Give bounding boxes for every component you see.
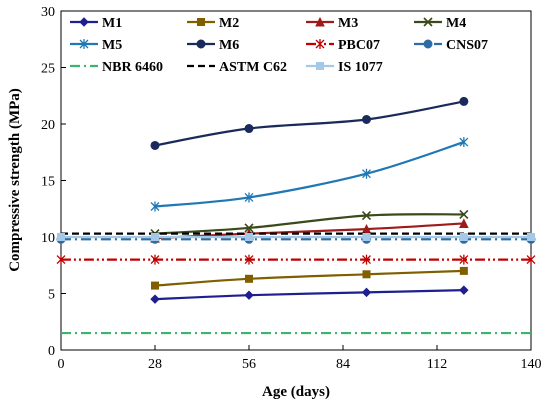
data-point-pbc07	[244, 254, 254, 265]
legend-label-cns07: CNS07	[446, 38, 488, 53]
data-point-is-1077	[245, 233, 253, 241]
data-point-m2	[151, 281, 159, 290]
data-point-pbc07	[526, 254, 536, 265]
legend-item-cns07: CNS07	[414, 38, 488, 53]
legend-label-m6: M6	[219, 38, 239, 53]
legend-item-astm-c62: ASTM C62	[187, 60, 287, 75]
x-tick-label: 28	[148, 357, 162, 372]
legend-label-m5: M5	[102, 38, 122, 53]
legend-item-m1: M1	[70, 16, 122, 31]
series-line-m1	[154, 289, 464, 301]
series-m5	[150, 137, 469, 212]
data-point-m1	[459, 285, 469, 295]
data-point-m4	[361, 210, 372, 221]
data-point-pbc07	[459, 254, 469, 265]
legend: M1 M2 M3 M4 M5 M6 PBC07 CNS07 NBR 6460 ASTM C62 IS…	[70, 16, 488, 75]
data-point-is-1077	[459, 233, 468, 241]
series-m1	[150, 285, 469, 304]
y-tick-label: 5	[48, 288, 55, 303]
data-point-is-1077	[151, 233, 159, 241]
legend-item-m6: M6	[187, 38, 239, 53]
series-line-m2	[154, 269, 464, 287]
legend-item-nbr-6460: NBR 6460	[70, 60, 163, 75]
series-m2	[151, 266, 468, 290]
legend-label-is-1077: IS 1077	[338, 60, 383, 75]
legend-marker-pbc07	[315, 39, 325, 49]
legend-marker-m2	[197, 18, 205, 26]
x-axis: 0 28 56 84 112 140	[58, 345, 542, 372]
legend-marker-m4	[423, 17, 433, 27]
legend-item-m3: M3	[306, 16, 358, 31]
y-tick-label: 15	[41, 175, 55, 190]
data-point-m2	[459, 266, 468, 275]
data-point-m4	[244, 223, 254, 233]
data-point-m1	[244, 290, 254, 300]
legend-label-m3: M3	[338, 16, 358, 31]
legend-label-m4: M4	[446, 16, 466, 31]
data-point-m5	[244, 192, 254, 203]
series-layer	[56, 96, 536, 335]
series-pbc07	[56, 254, 536, 265]
y-tick-label: 25	[41, 62, 55, 77]
data-point-m5	[459, 137, 469, 148]
legend-marker-m6	[196, 39, 206, 49]
legend-item-m5: M5	[70, 38, 122, 53]
legend-item-pbc07: PBC07	[306, 38, 380, 53]
x-axis-title: Age (days)	[262, 384, 330, 400]
data-point-m5	[150, 201, 160, 212]
legend-item-m4: M4	[414, 16, 466, 31]
legend-label-astm-c62: ASTM C62	[219, 60, 287, 75]
legend-item-is-1077: IS 1077	[306, 60, 383, 75]
legend-label-m2: M2	[219, 16, 239, 31]
series-line-m4	[154, 213, 464, 235]
data-point-pbc07	[56, 254, 66, 265]
x-tick-label: 0	[58, 357, 65, 372]
data-point-m1	[150, 294, 160, 304]
y-axis-title: Compressive strength (MPa)	[7, 88, 23, 272]
data-point-pbc07	[150, 254, 160, 265]
data-point-m2	[362, 270, 371, 279]
x-tick-label: 84	[336, 357, 350, 372]
legend-marker-m5	[79, 39, 89, 49]
data-point-pbc07	[362, 254, 371, 265]
data-point-m6	[150, 140, 160, 150]
legend-marker-is-1077	[316, 62, 324, 70]
legend-label-nbr-6460: NBR 6460	[102, 60, 163, 75]
legend-item-m2: M2	[187, 16, 239, 31]
y-axis: 0 5 10 15 20 25 30	[41, 5, 66, 359]
legend-marker-m1	[79, 17, 89, 27]
legend-label-m1: M1	[102, 16, 122, 31]
data-point-m6	[244, 124, 254, 134]
legend-label-pbc07: PBC07	[338, 38, 380, 53]
data-point-is-1077	[57, 233, 65, 241]
data-point-m5	[362, 168, 371, 179]
data-point-m3	[459, 218, 469, 228]
data-point-m4	[459, 209, 469, 219]
series-line-m5	[154, 141, 465, 208]
legend-marker-cns07	[423, 39, 433, 49]
data-point-m2	[245, 274, 253, 283]
legend-marker-m3	[315, 16, 325, 27]
data-point-m6	[459, 96, 469, 106]
y-tick-label: 20	[41, 118, 55, 133]
series-is-1077	[57, 233, 535, 241]
x-tick-label: 112	[427, 357, 447, 372]
y-tick-label: 30	[41, 5, 55, 20]
series-m6	[150, 96, 469, 150]
data-point-is-1077	[527, 233, 535, 241]
x-tick-label: 140	[521, 357, 542, 372]
data-point-m6	[362, 114, 371, 124]
x-tick-label: 56	[242, 357, 256, 372]
y-tick-label: 10	[41, 231, 55, 246]
series-line-m6	[154, 100, 465, 147]
y-tick-label: 0	[48, 344, 55, 359]
data-point-is-1077	[362, 233, 371, 241]
data-point-m1	[361, 287, 372, 298]
